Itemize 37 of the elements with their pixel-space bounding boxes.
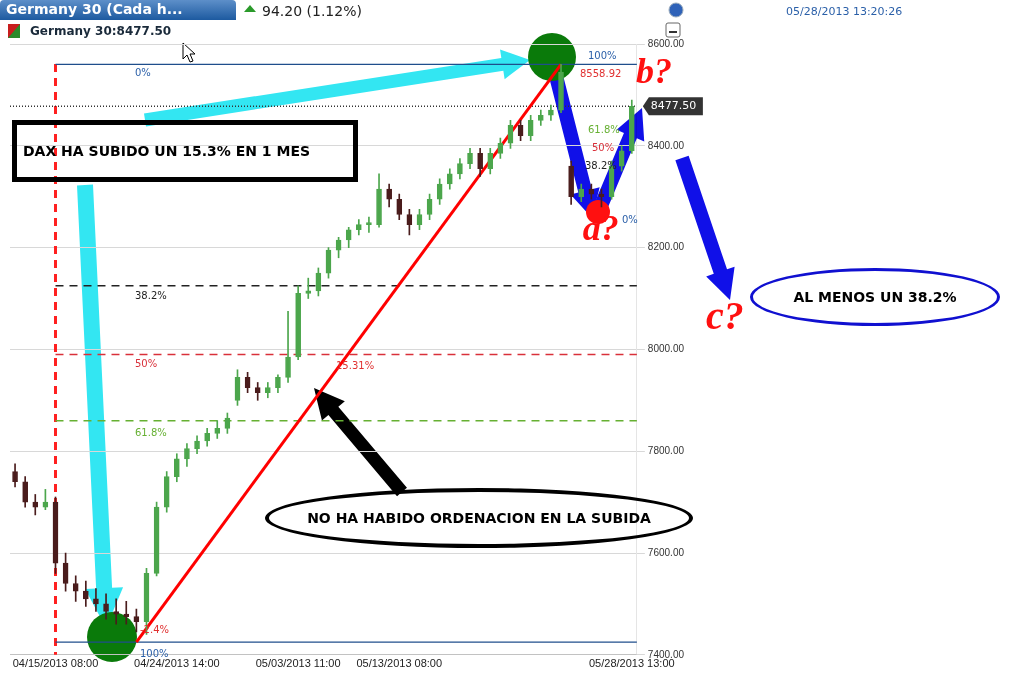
annotation: 61.8% xyxy=(588,124,620,135)
y-tick-label: 7600.00 xyxy=(647,546,685,558)
y-tick-label: 8000.00 xyxy=(647,343,685,355)
annotation: NO HA HABIDO ORDENACION EN LA SUBIDA xyxy=(265,488,693,548)
x-tick-label: 05/03/2013 11:00 xyxy=(255,657,341,670)
candlestick xyxy=(366,216,372,233)
x-tick-label: 04/24/2013 14:00 xyxy=(134,657,220,670)
text: c? xyxy=(706,292,744,339)
y-tick-label: 8200.00 xyxy=(647,241,685,253)
y-tick-label: 7800.00 xyxy=(647,444,685,456)
text: 05/28/2013 13:20:26 xyxy=(786,5,903,18)
x-tick-label: 05/13/2013 08:00 xyxy=(356,657,443,670)
text: 94.20 (1.12%) xyxy=(262,3,362,19)
y-tick-label: 8400.00 xyxy=(647,139,685,151)
candlestick xyxy=(123,601,130,625)
candlestick xyxy=(305,277,312,299)
annotation: 100% xyxy=(140,648,169,659)
annotation: 0% xyxy=(622,214,638,225)
x-tick-label: 04/15/2013 08:00 xyxy=(12,657,99,670)
annotation: 8558.92 xyxy=(580,68,622,79)
x-tick-label: 05/28/2013 13:00 xyxy=(588,657,675,670)
chart-subtitle: Germany 30:8477.50 xyxy=(30,24,172,38)
annotation: 0% xyxy=(135,67,151,78)
candlestick xyxy=(113,598,119,625)
y-tick-label: 8600.00 xyxy=(647,37,685,49)
ref-line-label: 8477.50 xyxy=(650,99,697,113)
annotation: b? xyxy=(636,50,672,92)
annotation: 50% xyxy=(135,358,158,369)
y-tick-label: 7400.00 xyxy=(647,648,685,660)
annotation: 50% xyxy=(592,142,615,153)
chart-title: Germany 30 (Cada h... xyxy=(6,1,183,17)
annotation: 100% xyxy=(588,50,617,61)
annotation: 38.2% xyxy=(135,290,167,301)
candlestick xyxy=(93,588,99,612)
annotation: a? xyxy=(582,208,619,249)
text: AL MENOS UN 38.2% xyxy=(750,268,1000,326)
annotation: 61.8% xyxy=(135,427,167,438)
